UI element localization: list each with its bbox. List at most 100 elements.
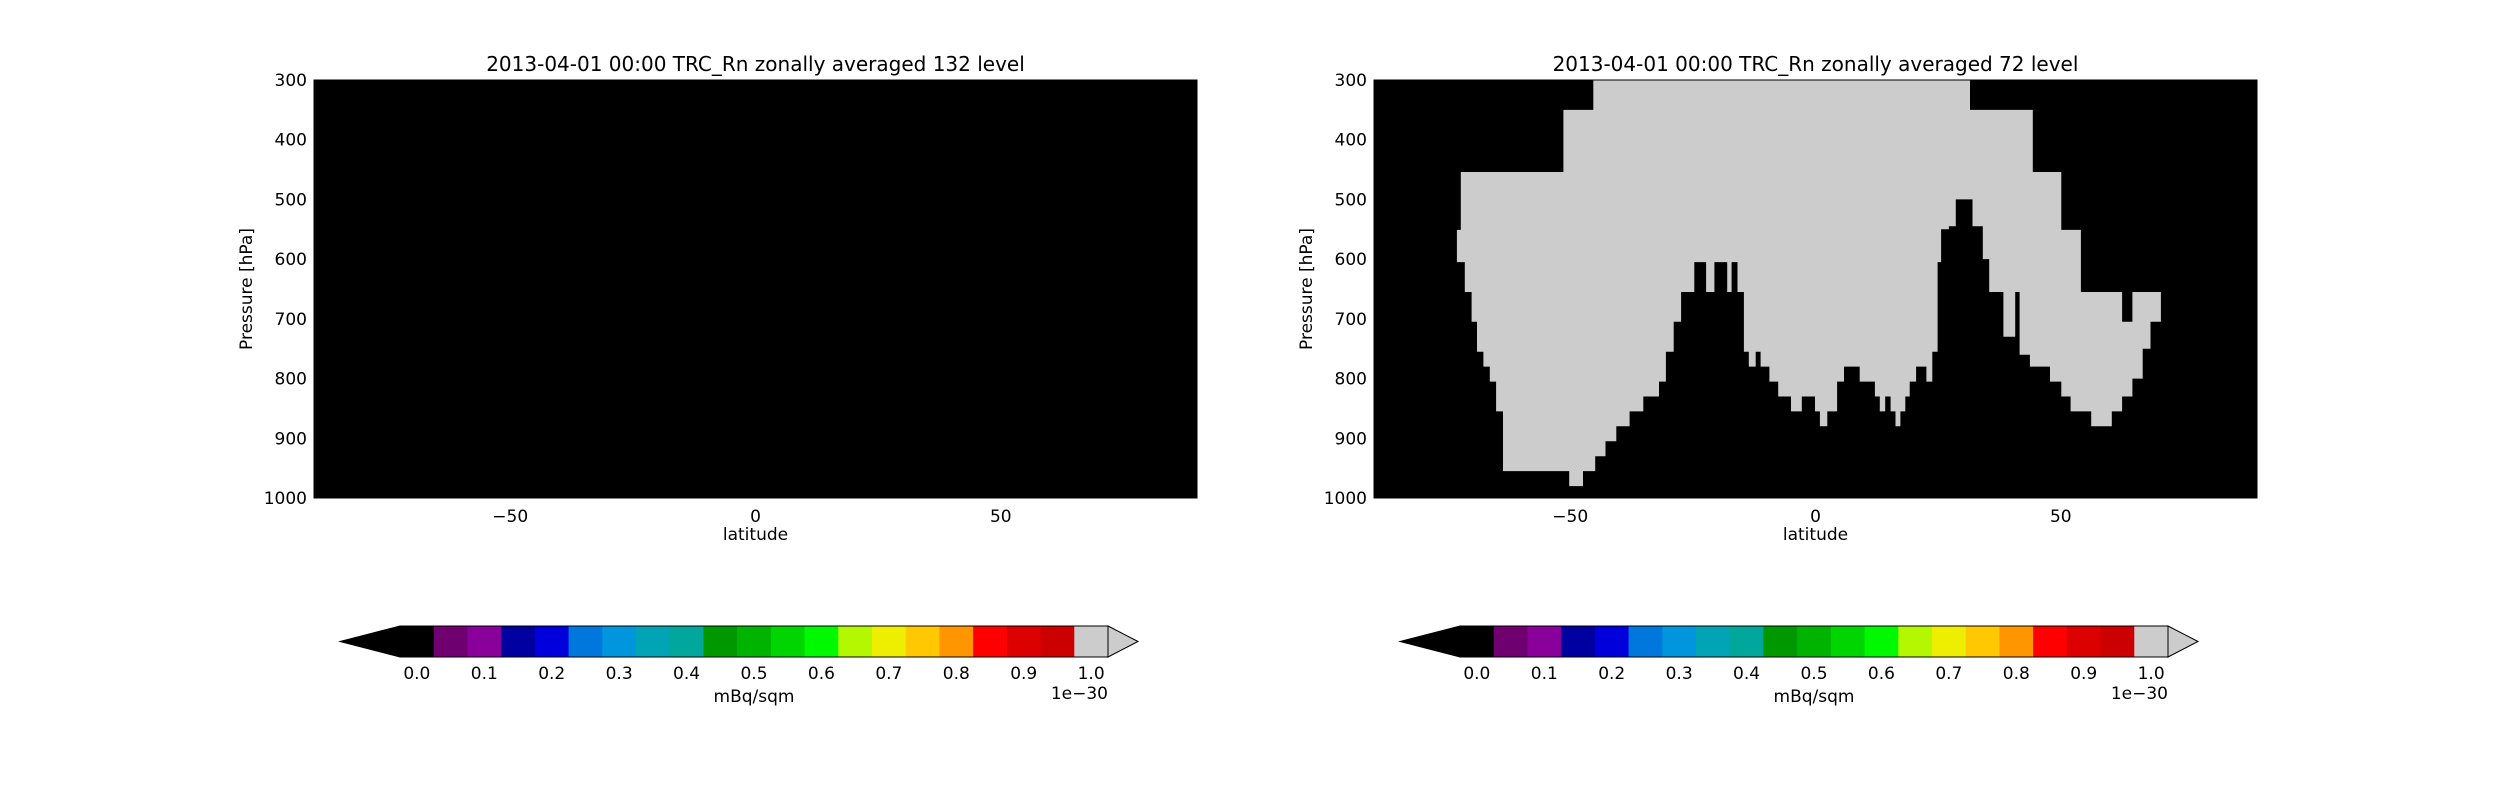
x-tick-label: 0: [1810, 507, 1821, 527]
y-tick-label: 500: [275, 190, 307, 210]
colorbar-swatch: [1662, 626, 1697, 657]
colorbar-tick-label: 0.4: [673, 664, 700, 684]
heatmap-background: [314, 80, 1197, 498]
colorbar-frame: [1459, 625, 2169, 658]
colorbar-extend-low: [1398, 625, 1461, 658]
colorbar-tick-label: 0.4: [1733, 664, 1760, 684]
colorbar-swatch: [501, 626, 536, 657]
colorbar-swatch: [737, 626, 772, 657]
colorbar-swatch: [636, 626, 671, 657]
colorbar-tick-label: 0.6: [808, 664, 835, 684]
colorbar-scale-label: 1e−30: [1051, 684, 1108, 704]
colorbar-swatch: [433, 626, 468, 657]
colorbar-swatch: [602, 626, 637, 657]
colorbar-tick-label: 1.0: [1078, 664, 1105, 684]
y-tick-label: 600: [275, 250, 307, 270]
colorbar-swatch: [973, 626, 1008, 657]
y-tick-label: 300: [1335, 71, 1367, 91]
x-axis-label: latitude: [723, 525, 788, 545]
x-tick-label: 50: [2050, 507, 2072, 527]
colorbar-swatch: [939, 626, 974, 657]
colorbar-swatch: [1493, 626, 1528, 657]
y-tick-label: 800: [275, 370, 307, 390]
colorbar-swatch: [568, 626, 603, 657]
colorbar-swatch: [1006, 626, 1042, 657]
colorbar-label: mBq/sqm: [1774, 687, 1855, 707]
colorbar-swatch: [838, 626, 873, 657]
colorbar-extend-high: [1107, 625, 1140, 658]
y-tick-label: 700: [1335, 310, 1367, 330]
colorbar-tick-label: 0.0: [403, 664, 430, 684]
chart-title: 2013-04-01 00:00 TRC_Rn zonally averaged…: [1553, 52, 2079, 76]
x-tick-label: −50: [492, 507, 528, 527]
panel-1: 2013-04-01 00:00 TRC_Rn zonally averaged…: [237, 52, 1198, 707]
colorbar-tick-label: 0.9: [1010, 664, 1037, 684]
colorbar: 0.0 0.1 0.2 0.3 0.4 0.5 0.6 0.7 0.8 0.9 1.01e−30 mB…: [338, 625, 1140, 707]
colorbar-swatch: [1898, 626, 1933, 657]
colorbar-swatch: [1932, 626, 1967, 657]
colorbar-swatch: [1561, 626, 1596, 657]
x-tick-label: 0: [750, 507, 761, 527]
colorbar-tick-label: 0.1: [471, 664, 498, 684]
colorbar-swatch: [1830, 626, 1866, 657]
colorbar-swatch: [669, 626, 704, 657]
colorbar-swatch: [703, 626, 738, 657]
colorbar-extend-high: [2167, 625, 2200, 658]
colorbar-frame: [399, 625, 1109, 658]
y-tick-label: 300: [275, 71, 307, 91]
colorbar: 0.0 0.1 0.2 0.3 0.4 0.5 0.6 0.7 0.8 0.9 1.01e−30 mB…: [1398, 625, 2200, 707]
colorbar-tick-label: 0.7: [875, 664, 902, 684]
colorbar-swatch: [1797, 626, 1832, 657]
colorbar-tick-label: 0.5: [740, 664, 767, 684]
heatmap-above-range-region: [1450, 80, 2161, 487]
colorbar-tick-label: 0.1: [1531, 664, 1558, 684]
colorbar-swatch: [804, 626, 839, 657]
colorbar-swatch: [1999, 626, 2034, 657]
y-tick-label: 1000: [1324, 489, 1367, 509]
x-tick-label: 50: [990, 507, 1012, 527]
x-axis-label: latitude: [1783, 525, 1848, 545]
colorbar-label: mBq/sqm: [714, 687, 795, 707]
colorbar-tick-label: 0.8: [943, 664, 970, 684]
y-tick-label: 1000: [264, 489, 307, 509]
colorbar-swatch: [1040, 626, 1075, 657]
panel-2: 2013-04-01 00:00 TRC_Rn zonally averaged…: [1297, 52, 2258, 707]
colorbar-tick-label: 0.3: [1666, 664, 1693, 684]
colorbar-swatch: [1628, 626, 1663, 657]
colorbar-swatch: [1696, 626, 1731, 657]
y-tick-label: 400: [1335, 131, 1367, 151]
x-tick-label: −50: [1552, 507, 1588, 527]
colorbar-tick-label: 1.0: [2138, 664, 2165, 684]
colorbar-swatch: [1527, 626, 1562, 657]
colorbar-swatch: [1074, 626, 1109, 657]
colorbar-tick-label: 0.8: [2003, 664, 2030, 684]
colorbar-swatch: [534, 626, 570, 657]
colorbar-tick-label: 0.2: [1598, 664, 1625, 684]
colorbar-scale-label: 1e−30: [2111, 684, 2168, 704]
colorbar-swatch: [2033, 626, 2068, 657]
colorbar-swatch: [400, 626, 435, 657]
colorbar-swatch: [1965, 626, 2000, 657]
colorbar-swatch: [1729, 626, 1764, 657]
chart-title: 2013-04-01 00:00 TRC_Rn zonally averaged…: [486, 52, 1025, 76]
y-tick-label: 800: [1335, 370, 1367, 390]
colorbar-extend-low: [338, 625, 401, 658]
colorbar-swatch: [1460, 626, 1495, 657]
colorbar-swatch: [905, 626, 940, 657]
colorbar-swatch: [770, 626, 806, 657]
colorbar-tick-label: 0.3: [606, 664, 633, 684]
colorbar-tick-label: 0.2: [538, 664, 565, 684]
colorbar-swatch: [2066, 626, 2102, 657]
colorbar-tick-label: 0.9: [2070, 664, 2097, 684]
colorbar-swatch: [1864, 626, 1899, 657]
colorbar-tick-label: 0.7: [1935, 664, 1962, 684]
colorbar-swatch: [2134, 626, 2169, 657]
colorbar-swatch: [872, 626, 907, 657]
y-tick-label: 900: [275, 429, 307, 449]
colorbar-tick-label: 0.6: [1868, 664, 1895, 684]
colorbar-swatch: [2100, 626, 2135, 657]
y-tick-label: 900: [1335, 429, 1367, 449]
colorbar-tick-label: 0.5: [1800, 664, 1827, 684]
y-tick-label: 700: [275, 310, 307, 330]
